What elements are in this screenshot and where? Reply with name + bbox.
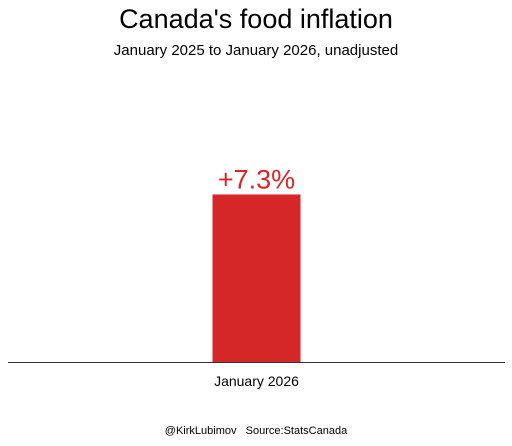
chart-footer: @KirkLubimov Source:StatsCanada	[0, 424, 512, 438]
author-handle: @KirkLubimov	[164, 425, 237, 437]
chart-title: Canada's food inflation	[119, 4, 393, 34]
bar-january-2026	[212, 194, 301, 362]
x-tick-label: January 2026	[214, 373, 299, 389]
bar-value-label: +7.3%	[218, 164, 295, 194]
source-note: Source:StatsCanada	[245, 425, 348, 437]
chart-subtitle: January 2025 to January 2026, unadjusted	[113, 42, 399, 59]
